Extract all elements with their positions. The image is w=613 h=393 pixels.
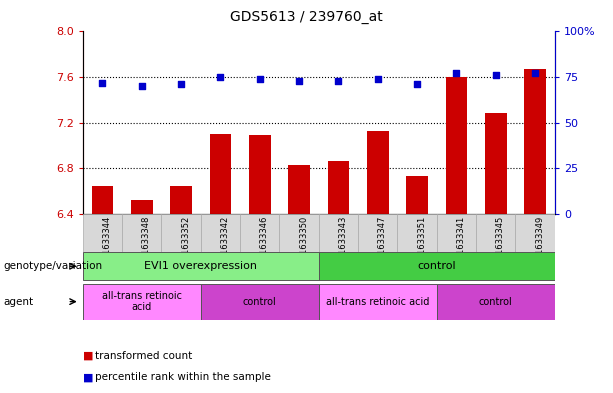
Text: GSM1633343: GSM1633343 <box>338 215 348 272</box>
Text: all-trans retinoic acid: all-trans retinoic acid <box>326 297 430 307</box>
Bar <box>91 185 113 214</box>
Point <box>137 83 147 90</box>
Text: control: control <box>243 297 276 307</box>
Text: GSM1633348: GSM1633348 <box>142 215 151 272</box>
FancyBboxPatch shape <box>240 214 280 252</box>
Point <box>412 81 422 88</box>
Point <box>491 72 501 79</box>
FancyBboxPatch shape <box>122 214 161 252</box>
FancyBboxPatch shape <box>83 214 122 252</box>
Bar <box>327 160 349 214</box>
Point <box>255 76 265 82</box>
Point <box>452 70 462 77</box>
Text: agent: agent <box>3 297 33 307</box>
Point <box>373 76 383 82</box>
Point <box>216 74 226 80</box>
FancyBboxPatch shape <box>319 214 358 252</box>
FancyBboxPatch shape <box>476 214 516 252</box>
FancyBboxPatch shape <box>319 284 436 320</box>
Bar <box>446 77 467 214</box>
FancyBboxPatch shape <box>280 214 319 252</box>
FancyBboxPatch shape <box>161 214 201 252</box>
Text: GSM1633345: GSM1633345 <box>496 215 504 272</box>
FancyBboxPatch shape <box>358 214 397 252</box>
Point <box>97 79 107 86</box>
Bar <box>210 134 231 214</box>
Text: ■: ■ <box>83 351 93 361</box>
Text: control: control <box>417 261 456 271</box>
Point <box>176 81 186 88</box>
Text: EVI1 overexpression: EVI1 overexpression <box>144 261 257 271</box>
Text: GSM1633341: GSM1633341 <box>457 215 465 272</box>
Text: ■: ■ <box>83 372 93 382</box>
Text: GSM1633344: GSM1633344 <box>102 215 112 272</box>
Text: GSM1633346: GSM1633346 <box>260 215 268 272</box>
Text: GDS5613 / 239760_at: GDS5613 / 239760_at <box>230 10 383 24</box>
Bar <box>170 185 192 214</box>
FancyBboxPatch shape <box>397 214 436 252</box>
Bar <box>288 165 310 214</box>
Point <box>294 78 304 84</box>
Bar <box>524 69 546 214</box>
Bar <box>131 200 153 214</box>
Text: percentile rank within the sample: percentile rank within the sample <box>95 372 271 382</box>
FancyBboxPatch shape <box>83 284 201 320</box>
Bar <box>406 176 428 214</box>
Text: GSM1633350: GSM1633350 <box>299 215 308 272</box>
Text: transformed count: transformed count <box>95 351 192 361</box>
Point <box>530 70 540 77</box>
FancyBboxPatch shape <box>201 214 240 252</box>
Text: GSM1633342: GSM1633342 <box>221 215 229 272</box>
FancyBboxPatch shape <box>436 214 476 252</box>
Bar <box>367 131 389 214</box>
FancyBboxPatch shape <box>436 284 555 320</box>
Text: control: control <box>479 297 512 307</box>
FancyBboxPatch shape <box>201 284 319 320</box>
FancyBboxPatch shape <box>516 214 555 252</box>
FancyBboxPatch shape <box>83 252 319 281</box>
Text: genotype/variation: genotype/variation <box>3 261 102 271</box>
Point <box>333 78 343 84</box>
Text: GSM1633349: GSM1633349 <box>535 215 544 272</box>
Text: GSM1633351: GSM1633351 <box>417 215 426 272</box>
Bar <box>485 112 506 214</box>
FancyBboxPatch shape <box>319 252 555 281</box>
Text: GSM1633347: GSM1633347 <box>378 215 387 272</box>
Bar <box>249 135 270 214</box>
Text: GSM1633352: GSM1633352 <box>181 215 190 272</box>
Text: all-trans retinoic
acid: all-trans retinoic acid <box>102 291 182 312</box>
